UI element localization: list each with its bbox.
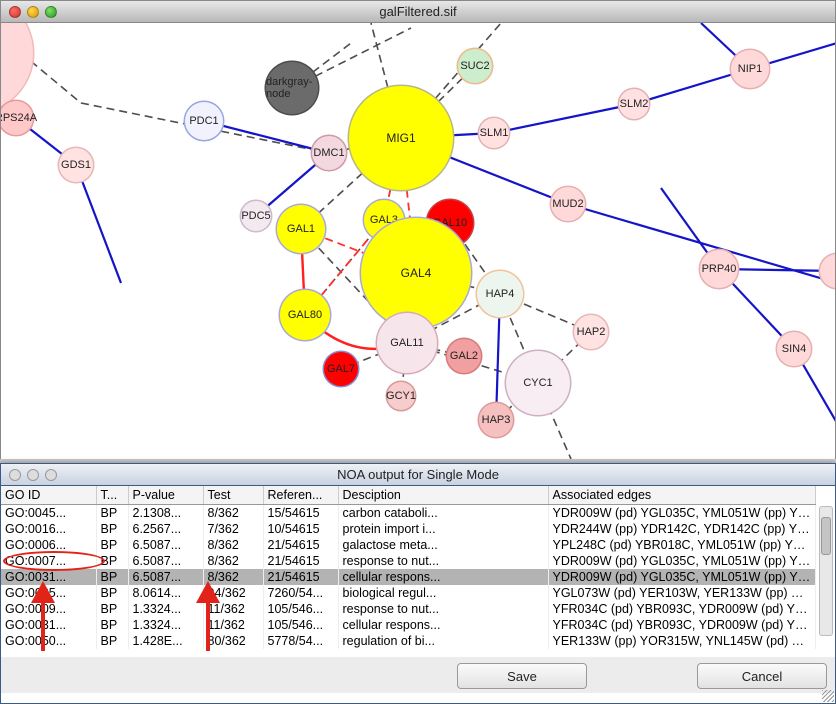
col-header-goid[interactable]: GO ID [1, 486, 96, 505]
graph-node-cyc1[interactable]: CYC1 [506, 351, 570, 415]
graph-node-sin4[interactable]: SIN4 [777, 332, 811, 366]
table-row[interactable]: GO:0045... BP 2.1308... 8/362 15/54615 carbon… [1, 505, 815, 522]
table-row[interactable]: GO:0065... BP 8.0614... 94/362 7260/54... bio… [1, 585, 815, 601]
network-window-title: galFiltered.sif [1, 4, 835, 19]
col-header-desc[interactable]: Desciption [338, 486, 548, 505]
graph-node-hap2[interactable]: HAP2 [574, 315, 608, 349]
graph-node-gal1[interactable]: GAL1 [277, 205, 325, 253]
table-row[interactable]: GO:0016... BP 6.2567... 7/362 10/54615 protei… [1, 521, 815, 537]
window-resize-handle[interactable] [822, 690, 834, 702]
dialog-button-row: Save Cancel [1, 657, 835, 693]
network-titlebar: galFiltered.sif [1, 1, 835, 23]
table-row[interactable]: GO:0050... BP 1.428E... 80/362 5778/54... reg… [1, 633, 815, 649]
table-row[interactable]: GO:0007... BP 6.5087... 8/362 21/54615 respon… [1, 553, 815, 569]
window-zoom-icon[interactable] [45, 6, 57, 18]
table-row[interactable]: GO:0009... BP 1.3324... 11/362 105/546... res… [1, 601, 815, 617]
graph-node-pdc5[interactable]: PDC5 [241, 201, 271, 231]
col-header-edges[interactable]: Associated edges [548, 486, 815, 505]
graph-node-hap4[interactable]: HAP4 [477, 271, 523, 317]
noa-dialog-window: NOA output for Single Mode GO ID T... P-… [0, 463, 836, 704]
window-zoom-icon[interactable] [45, 469, 57, 481]
graph-node-mud2[interactable]: MUD2 [551, 187, 585, 221]
graph-node-gal11[interactable]: GAL11 [377, 313, 437, 373]
table-scrollbar-track[interactable] [819, 506, 833, 636]
window-minimize-icon[interactable] [27, 469, 39, 481]
graph-node-hap3[interactable]: HAP3 [479, 403, 513, 437]
noa-dialog-title: NOA output for Single Mode [1, 467, 835, 482]
window-close-icon[interactable] [9, 469, 21, 481]
graph-node-dmc1[interactable]: DMC1 [312, 136, 346, 170]
graph-node-gal7[interactable]: GAL7 [324, 352, 358, 386]
noa-dialog-titlebar: NOA output for Single Mode [1, 464, 835, 486]
cancel-button[interactable]: Cancel [697, 663, 827, 689]
go-table-body: GO:0045... BP 2.1308... 8/362 15/54615 carbon… [1, 505, 815, 650]
graph-node-nip1[interactable]: NIP1 [731, 50, 769, 88]
graph-node-suc2[interactable]: SUC2 [458, 49, 492, 83]
col-header-test[interactable]: Test [203, 486, 263, 505]
graph-node-mig1[interactable]: MIG1 [349, 86, 453, 190]
go-table-container[interactable]: GO ID T... P-value Test Referen... Desci… [1, 486, 835, 659]
graph-node-darkgray-node[interactable]: darkgray-node [266, 62, 318, 114]
graph-node-prp40[interactable]: PRP40 [700, 250, 738, 288]
graph-node-pdc1[interactable]: PDC1 [185, 102, 223, 140]
col-header-type[interactable]: T... [96, 486, 128, 505]
network-window: galFiltered.sif [0, 0, 836, 459]
graph-node-gal4[interactable]: GAL4 [361, 218, 471, 328]
window-minimize-icon[interactable] [27, 6, 39, 18]
network-canvas[interactable]: RPL18BRPS24AGDS1PDC1DMC1PDC5darkgray-nod… [1, 23, 835, 459]
graph-node-slm1[interactable]: SLM1 [479, 118, 509, 148]
save-button[interactable]: Save [457, 663, 587, 689]
window-close-icon[interactable] [9, 6, 21, 18]
graph-node-slm2[interactable]: SLM2 [619, 89, 649, 119]
table-row[interactable]: GO:0031... BP 1.3324... 11/362 105/546... cel… [1, 617, 815, 633]
col-header-pvalue[interactable]: P-value [128, 486, 203, 505]
table-scrollbar-thumb[interactable] [821, 517, 831, 555]
graph-node-gal2[interactable]: GAL2 [447, 339, 481, 373]
graph-node-gal80[interactable]: GAL80 [280, 290, 330, 340]
graph-node-gcy1[interactable]: GCY1 [387, 382, 415, 410]
graph-node-gds1[interactable]: GDS1 [59, 148, 93, 182]
col-header-ref[interactable]: Referen... [263, 486, 338, 505]
table-row[interactable]: GO:0006... BP 6.5087... 8/362 21/54615 galact… [1, 537, 815, 553]
table-row[interactable]: GO:0031... BP 6.5087... 8/362 21/54615 cellul… [1, 569, 815, 585]
go-table: GO ID T... P-value Test Referen... Desci… [1, 486, 816, 649]
